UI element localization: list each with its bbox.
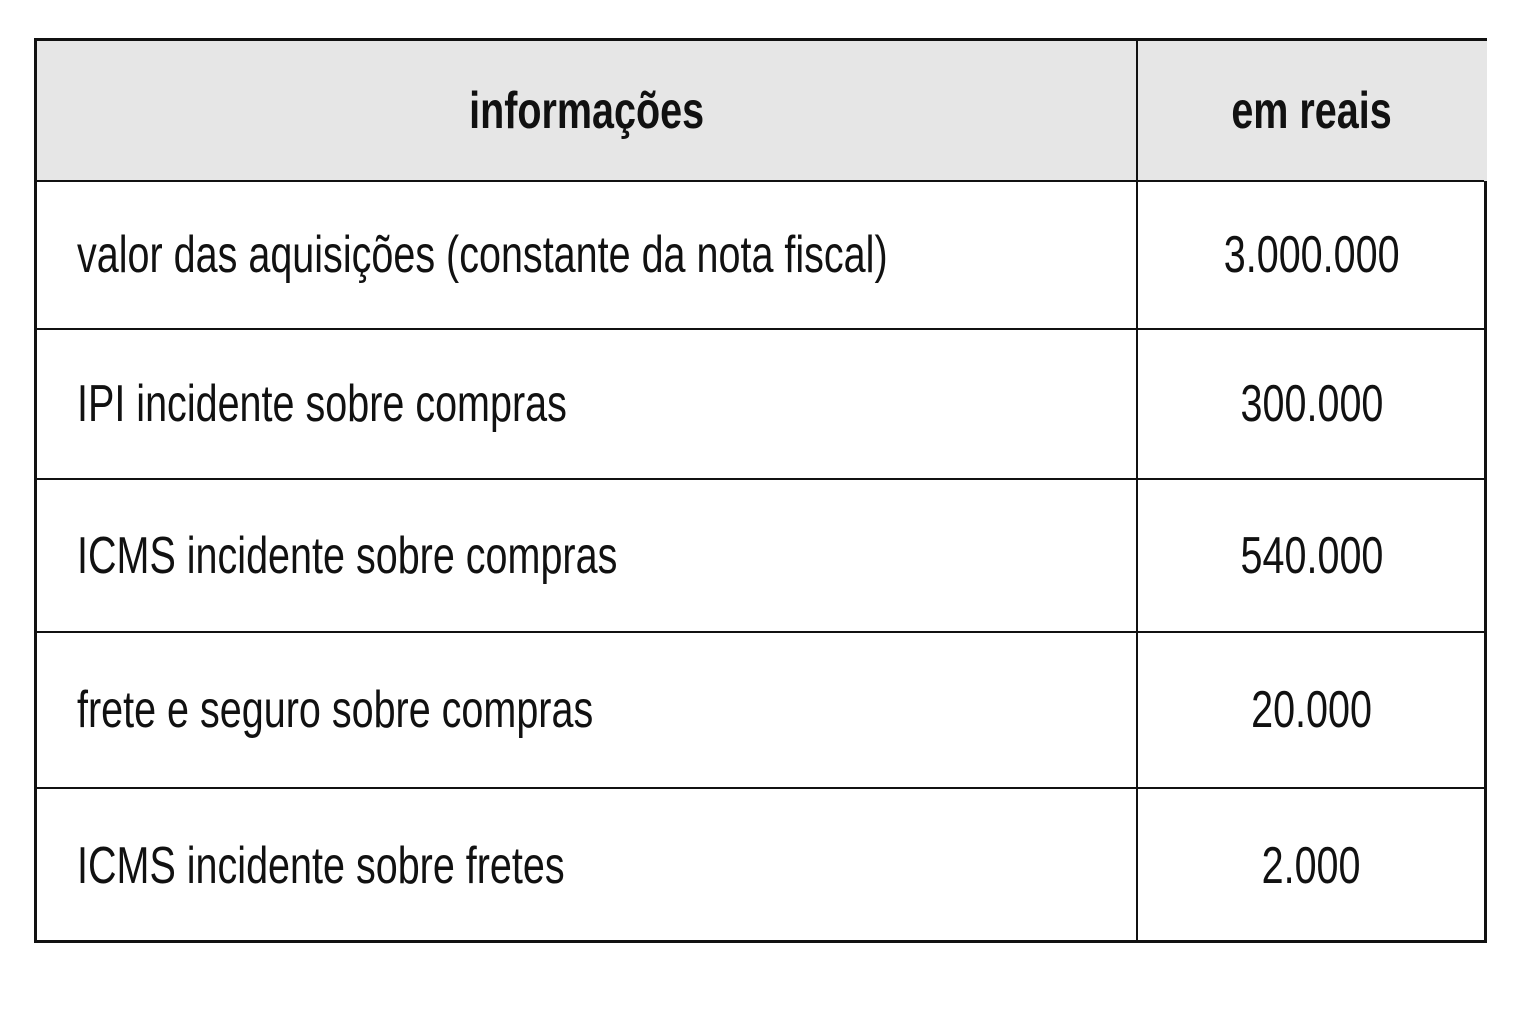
cell-text: IPI incidente sobre compras xyxy=(77,375,567,433)
table-cell: 300.000 xyxy=(1136,329,1487,479)
table-cell: 540.000 xyxy=(1136,479,1487,632)
table-cell: 2.000 xyxy=(1136,788,1487,943)
row-divider xyxy=(37,631,1484,633)
cell-text: ICMS incidente sobre fretes xyxy=(77,836,565,895)
header-cell: informações xyxy=(37,41,1136,181)
row-divider xyxy=(37,328,1484,330)
table-cell: ICMS incidente sobre fretes xyxy=(37,788,1136,943)
cell-text: valor das aquisições (constante da nota … xyxy=(77,226,888,284)
table-cell: 3.000.000 xyxy=(1136,181,1487,329)
cell-text: frete e seguro sobre compras xyxy=(77,681,594,739)
header-cell: em reais xyxy=(1136,41,1487,181)
cell-text: informações xyxy=(468,82,705,140)
table-cell: valor das aquisições (constante da nota … xyxy=(37,181,1136,329)
cell-text: 20.000 xyxy=(1251,681,1372,739)
table-cell: frete e seguro sobre compras xyxy=(37,632,1136,788)
row-divider xyxy=(37,787,1484,789)
table-cell: IPI incidente sobre compras xyxy=(37,329,1136,479)
cell-text: 2.000 xyxy=(1262,836,1361,895)
table: informações em reais valor das aquisições … xyxy=(34,38,1487,943)
table-cell: ICMS incidente sobre compras xyxy=(37,479,1136,632)
cell-text: 3.000.000 xyxy=(1223,226,1400,284)
cell-text: 540.000 xyxy=(1240,526,1383,585)
cell-text: em reais xyxy=(1231,82,1392,140)
row-divider xyxy=(37,180,1484,182)
row-divider xyxy=(37,478,1484,480)
column-divider xyxy=(1136,41,1138,940)
cell-text: ICMS incidente sobre compras xyxy=(77,526,618,585)
cell-text: 300.000 xyxy=(1240,375,1383,433)
table-cell: 20.000 xyxy=(1136,632,1487,788)
